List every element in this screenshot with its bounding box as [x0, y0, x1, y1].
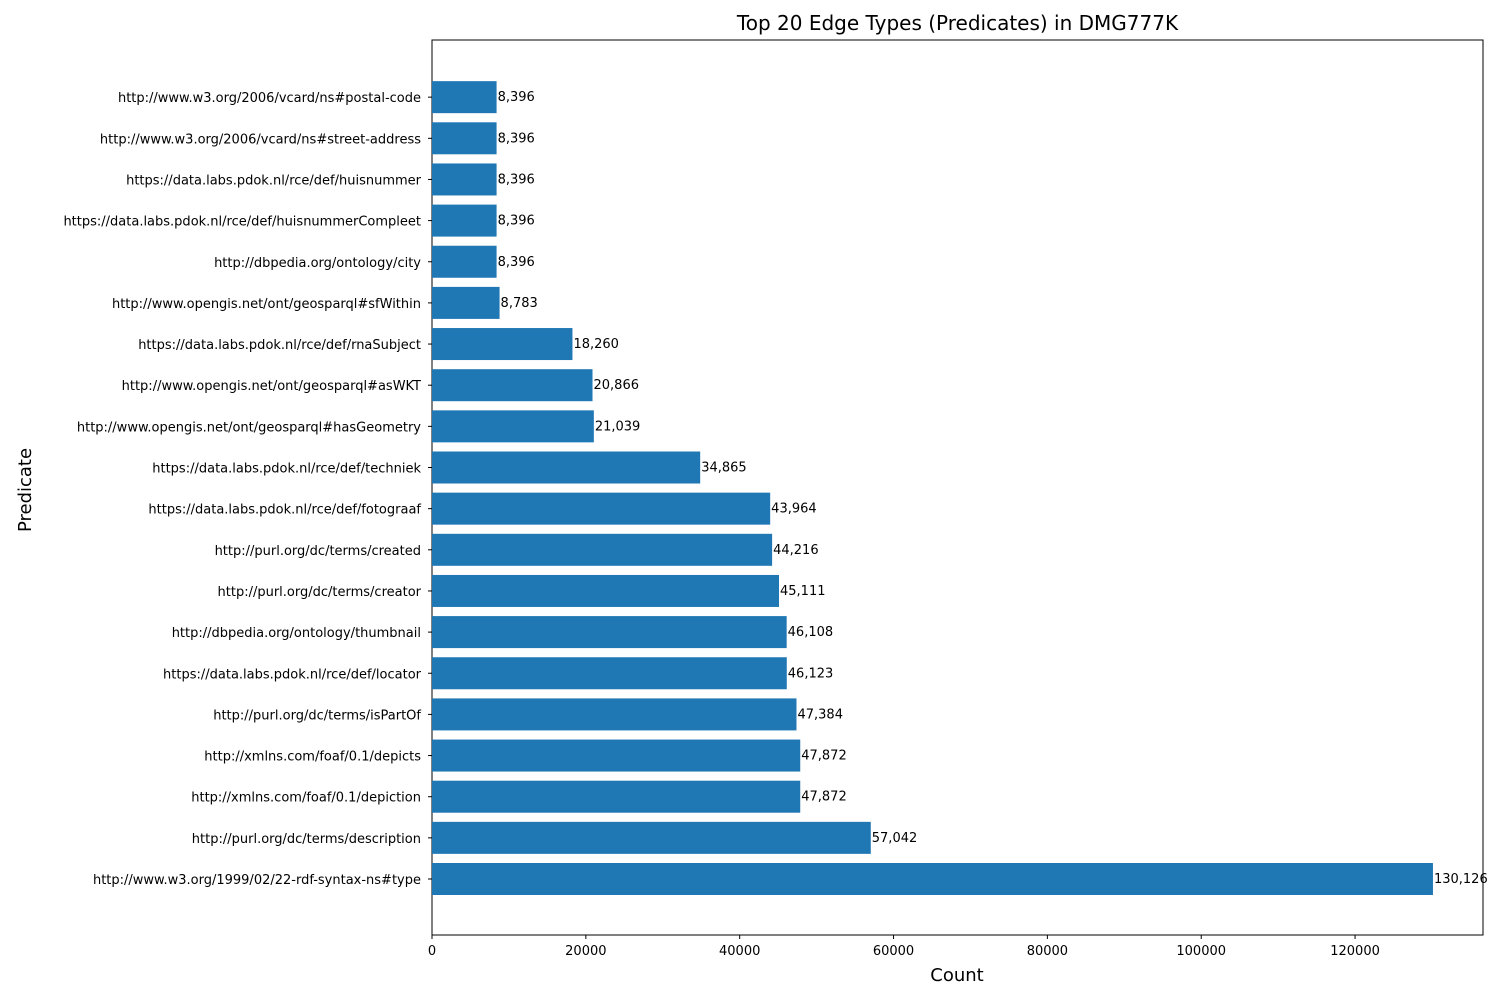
bar-value-label: 47,872: [801, 790, 847, 805]
bar: [432, 451, 701, 484]
bar: [432, 739, 801, 772]
bar: [432, 863, 1433, 895]
x-tick-label: 0: [428, 944, 436, 959]
y-tick-label: http://xmlns.com/foaf/0.1/depiction: [191, 791, 421, 806]
bar-value-label: 8,783: [501, 296, 538, 311]
y-tick-label: https://data.labs.pdok.nl/rce/def/techni…: [152, 462, 421, 477]
y-tick-label: http://purl.org/dc/terms/description: [192, 832, 421, 847]
bar: [432, 245, 497, 278]
bar-value-label: 8,396: [498, 214, 535, 229]
y-tick-label: http://www.w3.org/1999/02/22-rdf-syntax-…: [93, 873, 421, 888]
bar-value-label: 43,964: [771, 502, 817, 517]
x-tick-label: 100000: [1176, 944, 1226, 959]
y-tick-label: https://data.labs.pdok.nl/rce/def/rnaSub…: [138, 338, 421, 353]
bar: [432, 657, 787, 690]
y-tick-label: https://data.labs.pdok.nl/rce/def/locato…: [163, 667, 422, 682]
plot-frame: [431, 39, 1484, 936]
x-tick-label: 60000: [873, 944, 914, 959]
y-tick-label: http://www.opengis.net/ont/geosparql#asW…: [122, 379, 421, 394]
bar-value-label: 8,396: [498, 90, 535, 105]
bar-value-label: 8,396: [498, 131, 535, 146]
bar: [432, 204, 497, 237]
x-tick-label: 40000: [719, 944, 760, 959]
bar-value-label: 45,111: [780, 584, 826, 599]
bar-value-label: 44,216: [773, 543, 819, 558]
y-tick-label: http://purl.org/dc/terms/isPartOf: [213, 708, 421, 723]
y-tick-label: https://data.labs.pdok.nl/rce/def/huisnu…: [126, 173, 422, 188]
bar: [432, 821, 871, 854]
bar-value-label: 57,042: [872, 831, 918, 846]
x-axis-title: Count: [930, 965, 983, 986]
bar: [432, 492, 771, 525]
bar: [432, 616, 787, 649]
bar-value-label: 34,865: [701, 461, 747, 476]
bar: [432, 369, 593, 402]
y-tick-label: http://www.opengis.net/ont/geosparql#sfW…: [112, 297, 421, 312]
x-tick-label: 120000: [1330, 944, 1380, 959]
y-tick-label: http://www.w3.org/2006/vcard/ns#street-a…: [100, 132, 421, 147]
y-tick-label: http://purl.org/dc/terms/created: [215, 544, 421, 559]
bar: [432, 533, 773, 566]
bar-value-label: 46,123: [788, 666, 834, 681]
bar: [432, 286, 500, 319]
y-tick-label: https://data.labs.pdok.nl/rce/def/huisnu…: [63, 215, 421, 230]
bar: [432, 574, 780, 607]
bar-value-label: 21,039: [595, 419, 641, 434]
bar: [432, 81, 497, 114]
x-tick-label: 80000: [1027, 944, 1068, 959]
bar-value-label: 8,396: [498, 172, 535, 187]
bar: [432, 122, 497, 155]
bar-value-label: 130,126: [1434, 872, 1488, 887]
y-tick-label: http://www.opengis.net/ont/geosparql#has…: [77, 420, 421, 435]
y-tick-label: http://xmlns.com/foaf/0.1/depicts: [204, 750, 421, 765]
bar: [432, 163, 497, 196]
bar: [432, 780, 801, 813]
bar-value-label: 8,396: [498, 255, 535, 270]
y-axis-title: Predicate: [15, 448, 36, 532]
chart-title: Top 20 Edge Types (Predicates) in DMG777…: [736, 11, 1179, 35]
bar: [432, 698, 797, 731]
bar-value-label: 46,108: [788, 625, 834, 640]
bar-value-label: 47,384: [797, 707, 843, 722]
y-tick-label: http://dbpedia.org/ontology/city: [214, 256, 421, 271]
bar-value-label: 47,872: [801, 749, 847, 764]
bar: [432, 410, 594, 443]
y-tick-label: http://www.w3.org/2006/vcard/ns#postal-c…: [118, 91, 421, 106]
bar-value-label: 18,260: [573, 337, 619, 352]
bar: [432, 328, 573, 361]
bar-value-label: 20,866: [594, 378, 640, 393]
y-tick-label: http://purl.org/dc/terms/creator: [218, 585, 422, 600]
y-tick-label: http://dbpedia.org/ontology/thumbnail: [172, 626, 421, 641]
x-tick-label: 20000: [565, 944, 606, 959]
y-tick-label: https://data.labs.pdok.nl/rce/def/fotogr…: [148, 503, 421, 518]
